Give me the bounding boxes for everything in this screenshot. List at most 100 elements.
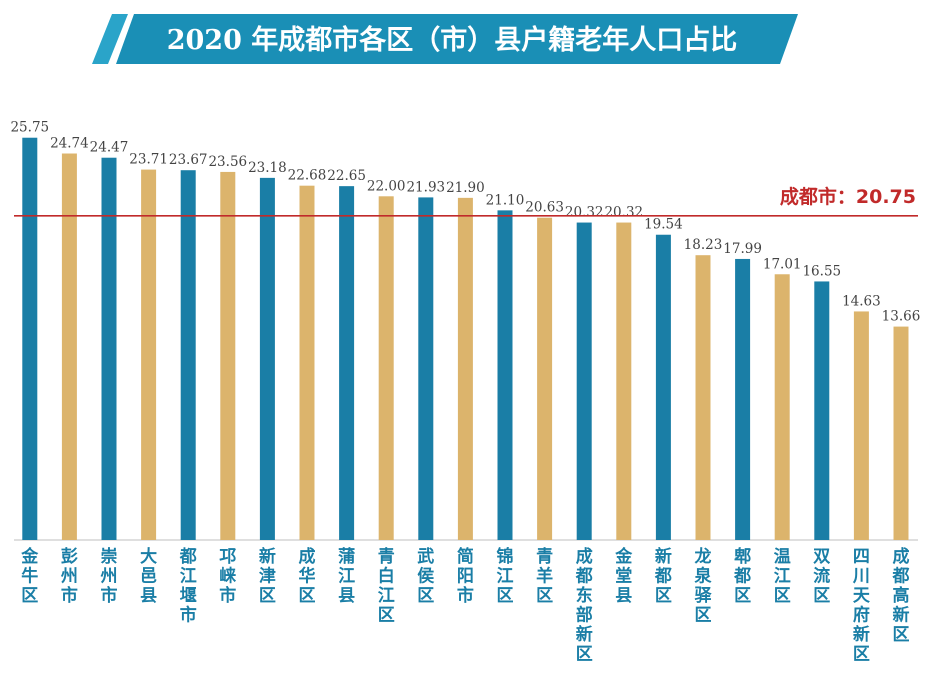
category-label-char: 金 bbox=[20, 546, 39, 567]
bar-value-label: 20.63 bbox=[525, 200, 564, 216]
category-label-char: 区 bbox=[497, 586, 514, 606]
category-label: 新都区 bbox=[654, 546, 672, 606]
bar bbox=[853, 311, 869, 540]
bar-value-label: 19.54 bbox=[644, 217, 683, 233]
bar bbox=[735, 258, 751, 540]
bar bbox=[893, 326, 909, 540]
bar-value-label: 22.68 bbox=[288, 168, 327, 184]
category-label-char: 都 bbox=[179, 546, 197, 567]
bar bbox=[180, 170, 196, 540]
title-banner-background bbox=[116, 14, 798, 64]
category-label-char: 区 bbox=[774, 586, 791, 606]
category-label-char: 金 bbox=[614, 546, 633, 567]
category-label-char: 堂 bbox=[615, 566, 632, 587]
category-label-char: 区 bbox=[734, 586, 751, 606]
category-label-char: 区 bbox=[536, 586, 553, 606]
category-label: 新津区 bbox=[259, 546, 276, 606]
category-label: 温江区 bbox=[774, 547, 791, 606]
category-label-char: 江 bbox=[774, 567, 791, 587]
category-label-char: 大 bbox=[140, 546, 157, 567]
category-label-char: 江 bbox=[378, 586, 395, 606]
category-label-char: 温 bbox=[774, 547, 791, 567]
bar-value-label: 20.32 bbox=[604, 205, 643, 221]
bar bbox=[378, 196, 394, 541]
category-label-char: 市 bbox=[61, 585, 78, 606]
category-label: 金牛区 bbox=[20, 546, 39, 606]
bar bbox=[537, 217, 553, 540]
bar-value-label: 24.74 bbox=[50, 136, 89, 152]
category-label: 成都高新区 bbox=[892, 546, 910, 645]
bar-value-label: 25.75 bbox=[10, 120, 49, 136]
category-label-char: 锦 bbox=[497, 546, 514, 567]
category-label: 邛崃市 bbox=[219, 547, 236, 606]
category-label: 四川天府新区 bbox=[852, 547, 871, 665]
bar bbox=[61, 153, 77, 540]
category-label-char: 双 bbox=[813, 547, 830, 567]
category-label-char: 部 bbox=[576, 605, 593, 626]
category-label: 郫都区 bbox=[733, 546, 751, 606]
category-label-char: 泉 bbox=[694, 566, 713, 587]
category-label-char: 青 bbox=[536, 546, 553, 567]
category-label-char: 市 bbox=[457, 585, 474, 606]
category-label: 崇州市 bbox=[100, 547, 118, 606]
bar-value-label: 18.23 bbox=[684, 237, 723, 253]
category-label: 都江堰市 bbox=[179, 546, 197, 626]
bar-value-label: 21.90 bbox=[446, 180, 485, 196]
category-label-group: 金牛区彭州市崇州市大邑县都江堰市邛崃市新津区成华区蒲江县青白江区武侯区简阳市锦江… bbox=[20, 546, 909, 665]
category-label-char: 新 bbox=[576, 624, 593, 645]
category-label-char: 江 bbox=[338, 567, 355, 587]
category-label-char: 江 bbox=[497, 567, 514, 587]
category-label-char: 龙 bbox=[694, 546, 712, 567]
bar bbox=[457, 197, 473, 541]
category-label-char: 崃 bbox=[219, 566, 236, 587]
category-label-char: 天 bbox=[853, 586, 871, 606]
category-label-char: 青 bbox=[378, 546, 395, 567]
category-label-char: 江 bbox=[180, 567, 197, 587]
category-label-char: 区 bbox=[853, 645, 870, 665]
category-label-char: 区 bbox=[813, 586, 830, 606]
bar-value-label: 21.10 bbox=[486, 192, 525, 208]
category-label-char: 羊 bbox=[536, 566, 553, 587]
chart-title: 2020 年成都市各区（市）县户籍老年人口占比 bbox=[167, 24, 738, 56]
category-label-char: 州 bbox=[60, 567, 78, 587]
category-label-char: 市 bbox=[101, 585, 118, 606]
category-label-char: 白 bbox=[378, 566, 395, 587]
category-label-char: 都 bbox=[892, 566, 910, 587]
bar bbox=[220, 171, 236, 540]
category-label-char: 邑 bbox=[140, 567, 157, 587]
category-label: 蒲江县 bbox=[338, 547, 355, 606]
category-label-char: 东 bbox=[576, 585, 593, 606]
category-label-char: 都 bbox=[575, 566, 593, 587]
category-label-char: 堰 bbox=[180, 586, 197, 606]
category-label-char: 彭 bbox=[61, 546, 78, 567]
bar bbox=[655, 234, 671, 541]
category-label-char: 区 bbox=[378, 606, 395, 626]
category-label-char: 津 bbox=[259, 566, 276, 587]
category-label-char: 新 bbox=[259, 546, 276, 567]
category-label-char: 县 bbox=[140, 586, 157, 606]
category-label-char: 市 bbox=[180, 605, 197, 626]
bar-value-label: 16.55 bbox=[802, 263, 841, 279]
category-label-char: 成 bbox=[299, 546, 316, 567]
category-label-char: 区 bbox=[695, 606, 712, 626]
bar-series bbox=[22, 137, 909, 541]
category-label-char: 区 bbox=[576, 645, 593, 665]
category-label-char: 成 bbox=[576, 546, 593, 567]
category-label-char: 区 bbox=[259, 586, 276, 606]
bar bbox=[616, 222, 632, 541]
bar-value-label: 17.01 bbox=[763, 256, 802, 272]
category-label: 锦江区 bbox=[497, 546, 514, 606]
category-label: 大邑县 bbox=[140, 546, 157, 606]
category-label-char: 新 bbox=[655, 546, 672, 567]
category-label-char: 驿 bbox=[695, 586, 713, 606]
category-label-char: 都 bbox=[654, 566, 672, 587]
category-label: 金堂县 bbox=[614, 546, 633, 606]
category-label: 成华区 bbox=[299, 546, 316, 606]
category-label-char: 阳 bbox=[457, 567, 474, 587]
bar bbox=[141, 169, 157, 540]
bar-value-label: 22.65 bbox=[327, 168, 366, 184]
chart-title-banner: 2020 年成都市各区（市）县户籍老年人口占比 bbox=[92, 14, 798, 64]
category-label-char: 区 bbox=[655, 586, 672, 606]
category-label-char: 州 bbox=[100, 567, 118, 587]
